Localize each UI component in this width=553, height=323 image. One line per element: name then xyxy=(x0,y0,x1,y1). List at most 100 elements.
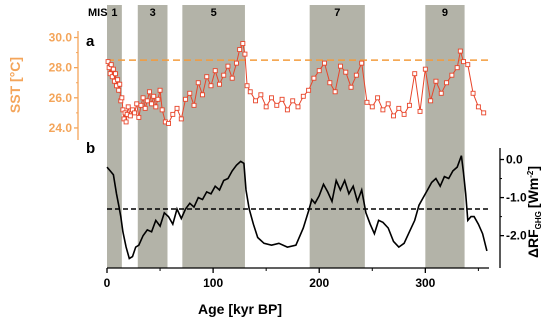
mis-band-3 xyxy=(137,5,168,268)
data-point xyxy=(364,99,370,105)
mis-stage-label: 3 xyxy=(150,7,156,19)
panel-b-ylabel-sub: GHG xyxy=(534,211,543,229)
data-point xyxy=(343,69,349,75)
data-point xyxy=(269,95,274,101)
data-point xyxy=(375,95,381,101)
data-point xyxy=(412,71,418,77)
data-point xyxy=(144,98,150,104)
panel-b-ylabel-unit: [Wm xyxy=(525,178,541,208)
data-point xyxy=(123,119,129,125)
data-point xyxy=(170,111,176,117)
data-point xyxy=(134,101,140,107)
data-point xyxy=(159,107,165,113)
mis-stage-label: 5 xyxy=(211,7,217,19)
data-point xyxy=(242,51,248,57)
mis-stage-label: 1 xyxy=(111,7,117,19)
data-point xyxy=(428,98,434,104)
data-point xyxy=(401,111,407,117)
data-point xyxy=(217,81,222,87)
mis-stage-label: 7 xyxy=(334,7,340,19)
data-point xyxy=(212,68,218,74)
x-tick-label: 200 xyxy=(309,276,329,290)
data-point xyxy=(113,71,118,77)
x-axis: 0 100 200 300 xyxy=(104,267,489,290)
data-point xyxy=(200,92,205,98)
data-point xyxy=(279,96,285,102)
data-point xyxy=(406,102,412,108)
data-point xyxy=(155,96,161,102)
data-point xyxy=(187,90,193,96)
data-point xyxy=(136,114,142,120)
data-point xyxy=(391,113,396,119)
data-point xyxy=(449,72,455,78)
data-point xyxy=(258,92,264,98)
data-point xyxy=(146,89,152,95)
data-point xyxy=(117,81,123,87)
data-point xyxy=(327,80,333,86)
data-point xyxy=(204,74,210,80)
panel-b: b 0.0 -1.0 -2.0 ΔRFGHG [Wm-2] xyxy=(86,140,543,268)
x-tick-label: 100 xyxy=(203,276,223,290)
data-point xyxy=(454,65,460,71)
panel-b-series xyxy=(106,155,488,260)
data-point xyxy=(142,105,148,111)
data-point xyxy=(300,93,306,99)
data-point xyxy=(151,93,157,99)
data-point xyxy=(353,72,359,78)
data-point xyxy=(359,60,365,66)
panel-b-ylabel-sup: -2 xyxy=(526,170,535,178)
data-point xyxy=(234,60,239,66)
panel-a-series xyxy=(105,41,487,126)
data-point xyxy=(284,107,290,113)
data-point xyxy=(465,62,471,68)
data-point xyxy=(208,83,214,89)
data-point xyxy=(461,59,466,65)
data-point xyxy=(108,62,114,68)
data-point xyxy=(153,104,159,110)
panel-a-letter: a xyxy=(86,33,95,50)
data-point xyxy=(119,95,125,101)
data-point xyxy=(475,104,481,110)
y-tick-label: -1.0 xyxy=(506,191,527,205)
data-point xyxy=(116,87,122,93)
y-tick-label: 26.0 xyxy=(49,91,73,105)
panel-b-letter: b xyxy=(86,140,95,157)
data-point xyxy=(316,68,322,74)
y-tick-label: 24.0 xyxy=(49,121,73,135)
data-point xyxy=(183,96,188,102)
data-point xyxy=(191,102,197,108)
data-point xyxy=(385,101,391,107)
panel-a-y-axis: 24.0 26.0 28.0 30.0 xyxy=(49,31,79,140)
data-point xyxy=(438,90,444,96)
y-tick-label: 0.0 xyxy=(506,153,523,167)
x-tick-label: 0 xyxy=(104,276,111,290)
mis-band-5 xyxy=(182,5,245,268)
mis-labels: MIS 1 3 5 7 9 xyxy=(88,7,448,19)
data-point xyxy=(348,84,354,90)
data-point xyxy=(138,102,144,108)
data-point xyxy=(332,89,338,95)
data-point xyxy=(195,80,201,86)
data-point xyxy=(105,59,111,65)
x-axis-title: Age [kyr BP] xyxy=(198,301,282,317)
panel-a-ylabel: SST [°C] xyxy=(7,57,23,113)
panel-b-ylabel-main: ΔRF xyxy=(525,229,541,258)
data-point xyxy=(174,105,180,111)
data-point xyxy=(221,72,227,78)
mis-label: MIS xyxy=(88,7,108,19)
data-point xyxy=(433,78,439,84)
panel-b-ylabel: ΔRFGHG [Wm-2] xyxy=(525,166,543,258)
data-point xyxy=(274,102,280,108)
data-point xyxy=(127,113,133,119)
data-point xyxy=(396,105,402,111)
data-point xyxy=(322,60,327,66)
data-point xyxy=(115,77,121,83)
data-point xyxy=(380,107,386,113)
data-point xyxy=(109,74,115,80)
data-point xyxy=(247,89,253,95)
data-point xyxy=(125,104,131,110)
data-point xyxy=(229,75,235,81)
series-line xyxy=(106,155,488,260)
data-point xyxy=(178,116,184,122)
